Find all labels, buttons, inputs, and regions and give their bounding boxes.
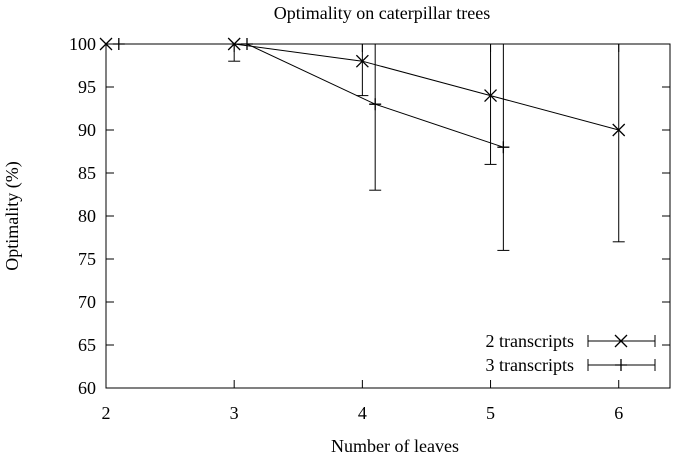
- y-tick-label: 95: [78, 77, 96, 97]
- data-point-x-marker: [484, 89, 498, 103]
- y-axis-label: Optimality (%): [2, 161, 23, 270]
- y-tick-label: 75: [78, 249, 96, 269]
- x-tick-label: 5: [486, 403, 495, 423]
- y-tick-label: 90: [78, 120, 96, 140]
- y-tick-label: 85: [78, 163, 96, 183]
- data-point-plus-marker: [615, 359, 627, 371]
- data-point-x-marker: [99, 37, 113, 51]
- data-point-plus-marker: [112, 38, 125, 50]
- y-tick-label: 70: [78, 292, 96, 312]
- data-point-x-marker: [355, 54, 369, 68]
- y-tick-label: 100: [69, 34, 96, 54]
- data-point-plus-marker: [497, 141, 510, 154]
- x-tick-label: 2: [102, 403, 111, 423]
- legend-item: 2 transcripts: [486, 331, 656, 351]
- x-axis-label: Number of leaves: [331, 436, 459, 456]
- x-tick-label: 3: [230, 403, 239, 423]
- data-point-x-marker: [612, 123, 626, 137]
- y-tick-label: 80: [78, 206, 96, 226]
- y-tick-label: 65: [78, 335, 96, 355]
- series-2: [112, 38, 510, 251]
- plot-frame: [105, 43, 671, 389]
- series-line: [118, 43, 504, 148]
- x-tick-label: 4: [358, 403, 367, 423]
- series-1: [99, 37, 626, 243]
- legend: 2 transcripts 3 transcripts: [486, 331, 656, 375]
- axis-ticks: 60 65 70 75 80 85 90 95 100 2 3 4 5 6: [69, 34, 670, 423]
- data-point-x-marker: [614, 334, 628, 348]
- legend-item: 3 transcripts: [486, 355, 656, 375]
- legend-label: 3 transcripts: [486, 355, 574, 375]
- legend-label: 2 transcripts: [486, 331, 574, 351]
- y-tick-label: 60: [78, 378, 96, 398]
- series-layer: [99, 37, 626, 251]
- data-point-plus-marker: [369, 98, 382, 111]
- chart-title: Optimality on caterpillar trees: [274, 3, 490, 23]
- data-point-plus-marker: [241, 38, 253, 50]
- x-tick-label: 6: [614, 403, 623, 423]
